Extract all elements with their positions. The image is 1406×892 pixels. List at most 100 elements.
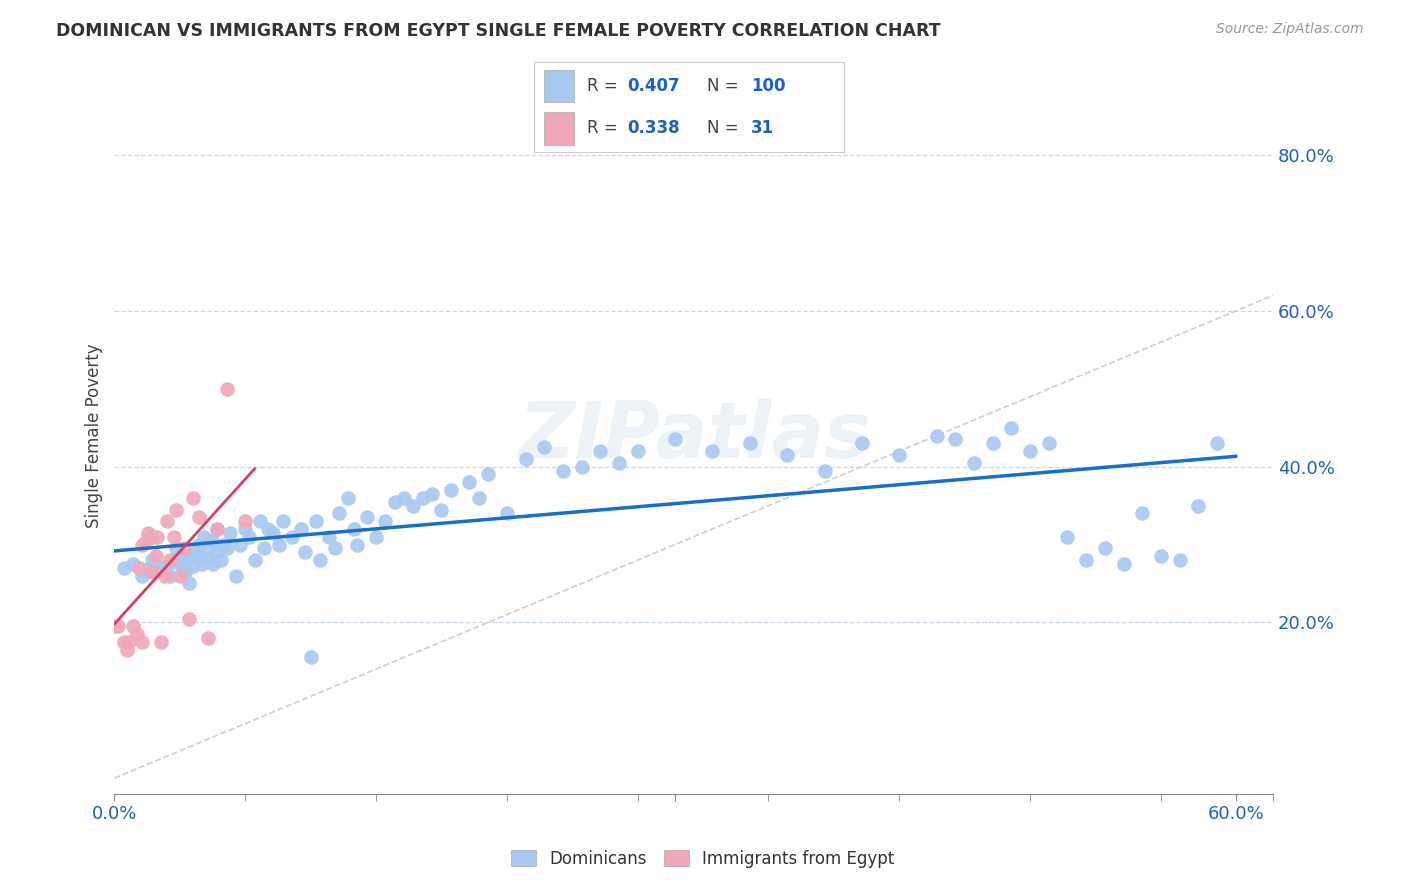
Point — [181, 559, 204, 574]
Point — [145, 565, 167, 579]
Point — [187, 549, 209, 564]
Point — [342, 522, 364, 536]
Point — [925, 428, 948, 442]
Point — [281, 530, 304, 544]
Point — [225, 568, 247, 582]
Point — [184, 545, 207, 559]
Point — [215, 382, 238, 396]
Point — [981, 436, 1004, 450]
Point — [145, 549, 167, 564]
Point — [776, 448, 799, 462]
Point — [702, 444, 724, 458]
Y-axis label: Single Female Poverty: Single Female Poverty — [86, 343, 103, 528]
Point — [169, 568, 191, 582]
Point — [173, 541, 195, 556]
Text: R =: R = — [586, 77, 623, 95]
Point — [112, 635, 135, 649]
Point — [1130, 507, 1153, 521]
Point — [156, 514, 179, 528]
Point — [174, 565, 197, 579]
Point — [571, 459, 593, 474]
Point — [495, 507, 517, 521]
Point — [420, 487, 443, 501]
Point — [156, 559, 179, 574]
Point — [1019, 444, 1042, 458]
Point — [179, 549, 201, 564]
Point — [1187, 499, 1209, 513]
Point — [1094, 541, 1116, 556]
Point — [197, 551, 219, 566]
Point — [146, 530, 169, 544]
Point — [318, 530, 340, 544]
Point — [205, 522, 228, 536]
Point — [205, 545, 228, 559]
Point — [163, 553, 186, 567]
Point — [1150, 549, 1173, 564]
Point — [294, 545, 316, 559]
Point — [963, 456, 986, 470]
Point — [165, 502, 187, 516]
Point — [233, 514, 256, 528]
Point — [197, 541, 219, 556]
Point — [141, 553, 163, 567]
Text: DOMINICAN VS IMMIGRANTS FROM EGYPT SINGLE FEMALE POVERTY CORRELATION CHART: DOMINICAN VS IMMIGRANTS FROM EGYPT SINGL… — [56, 22, 941, 40]
Point — [299, 650, 322, 665]
Point — [402, 499, 425, 513]
Point — [141, 565, 163, 579]
Point — [440, 483, 463, 497]
Point — [141, 530, 163, 544]
Point — [551, 464, 574, 478]
Point — [1076, 553, 1098, 567]
Point — [515, 451, 537, 466]
Point — [813, 464, 835, 478]
Point — [468, 491, 491, 505]
Point — [364, 530, 387, 544]
Point — [1112, 557, 1135, 571]
Point — [165, 541, 187, 556]
Text: ZIPatlas: ZIPatlas — [517, 398, 870, 474]
Point — [1168, 553, 1191, 567]
Point — [356, 510, 378, 524]
Point — [458, 475, 481, 490]
Point — [1056, 530, 1078, 544]
Point — [197, 631, 219, 645]
Text: Source: ZipAtlas.com: Source: ZipAtlas.com — [1216, 22, 1364, 37]
Point — [384, 494, 406, 508]
Point — [169, 549, 191, 564]
Text: 31: 31 — [751, 120, 773, 137]
Text: N =: N = — [707, 120, 744, 137]
Point — [1038, 436, 1060, 450]
Point — [412, 491, 434, 505]
Point — [122, 619, 145, 633]
Point — [627, 444, 650, 458]
Point — [477, 467, 499, 482]
Point — [262, 525, 284, 540]
Point — [238, 530, 260, 544]
Bar — [544, 70, 575, 102]
Point — [173, 561, 195, 575]
Text: 100: 100 — [751, 77, 786, 95]
Point — [191, 557, 214, 571]
Point — [136, 562, 159, 576]
Point — [607, 456, 630, 470]
Point — [153, 568, 176, 582]
Point — [209, 553, 232, 567]
Point — [179, 611, 201, 625]
Point — [107, 619, 129, 633]
Text: 0.407: 0.407 — [627, 77, 679, 95]
Point — [205, 522, 228, 536]
Point — [200, 533, 222, 548]
Point — [159, 568, 181, 582]
Point — [125, 627, 148, 641]
Point — [163, 530, 186, 544]
Point — [187, 510, 209, 524]
Legend: Dominicans, Immigrants from Egypt: Dominicans, Immigrants from Egypt — [505, 844, 901, 875]
Point — [309, 553, 332, 567]
Point — [233, 522, 256, 536]
Point — [122, 557, 145, 571]
Point — [228, 537, 250, 551]
Point — [374, 514, 396, 528]
Point — [135, 533, 157, 548]
Point — [117, 642, 139, 657]
Point — [150, 635, 173, 649]
